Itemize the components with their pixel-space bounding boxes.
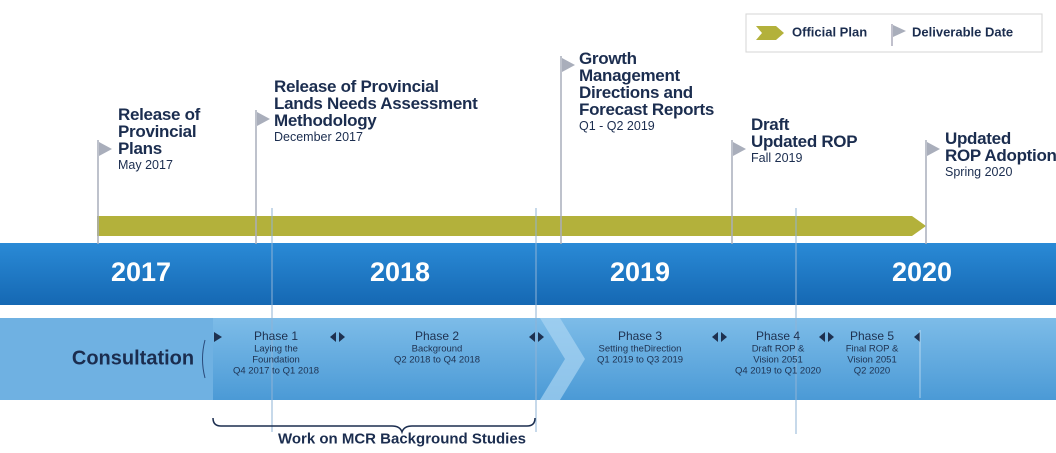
milestone-date: Spring 2020 [945, 165, 1012, 179]
phase-desc: Foundation [252, 354, 300, 365]
phase-marker [214, 332, 222, 342]
milestone-title: Plans [118, 139, 162, 158]
flag [257, 112, 270, 126]
legend-plan: Official Plan [792, 24, 867, 39]
phase3-chevron [540, 318, 585, 400]
phase-period: Q4 2019 to Q1 2020 [735, 365, 821, 376]
bracket-label: Work on MCR Background Studies [278, 430, 526, 447]
flag [562, 58, 575, 72]
phase-desc: Vision 2051 [753, 354, 802, 365]
phase-name: Phase 4 [756, 329, 800, 343]
consultation-label: Consultation [72, 347, 194, 369]
milestone-title: Methodology [274, 111, 377, 130]
phase-markers [330, 332, 920, 342]
legend-deliverable: Deliverable Date [912, 24, 1013, 39]
milestone-title: Directions and [579, 83, 693, 102]
phase-desc: Laying the [254, 343, 298, 354]
milestone-date: December 2017 [274, 130, 363, 144]
phase-desc: Final ROP & [846, 343, 899, 354]
phase-desc: Draft ROP & [752, 343, 805, 354]
consultation-brace [202, 339, 206, 379]
phase-period: Q1 2019 to Q3 2019 [597, 354, 683, 365]
phase-period: Q2 2018 to Q4 2018 [394, 354, 480, 365]
flag [927, 142, 940, 156]
year-label: 2020 [892, 257, 952, 287]
year-band [0, 243, 1056, 305]
milestone-title: Updated ROP [751, 132, 857, 151]
milestone-title: Release of [118, 105, 201, 124]
phase-desc: Setting theDirection [599, 343, 682, 354]
consultation-label-area [0, 318, 213, 400]
milestone-title: Release of Provincial [274, 77, 439, 96]
milestone-date: May 2017 [118, 158, 173, 172]
legend-flag [893, 25, 906, 37]
bracket [212, 417, 536, 435]
milestone-title: Updated [945, 129, 1011, 148]
phase-period: Q4 2017 to Q1 2018 [233, 365, 319, 376]
official-plan-arrow [97, 216, 926, 236]
milestone-date: Fall 2019 [751, 151, 802, 165]
phase-name: Phase 5 [850, 329, 894, 343]
flag [733, 142, 746, 156]
milestone-title: Provincial [118, 122, 196, 141]
phase-desc: Vision 2051 [847, 354, 896, 365]
phase-desc: Background [412, 343, 463, 354]
milestone-title: Lands Needs Assessment [274, 94, 478, 113]
milestone-title: Forecast Reports [579, 100, 714, 119]
milestone-date: Q1 - Q2 2019 [579, 119, 655, 133]
milestone-title: Growth [579, 49, 637, 68]
phase-name: Phase 3 [618, 329, 662, 343]
milestone-title: ROP Adoption [945, 146, 1056, 165]
year-label: 2017 [111, 257, 171, 287]
year-label: 2018 [370, 257, 430, 287]
phase-name: Phase 2 [415, 329, 459, 343]
year-label: 2019 [610, 257, 670, 287]
flag [99, 142, 112, 156]
milestone-title: Draft [751, 115, 790, 134]
legend-plan-icon [756, 26, 784, 40]
phase-name: Phase 1 [254, 329, 298, 343]
phase-period: Q2 2020 [854, 365, 890, 376]
milestone-title: Management [579, 66, 681, 85]
